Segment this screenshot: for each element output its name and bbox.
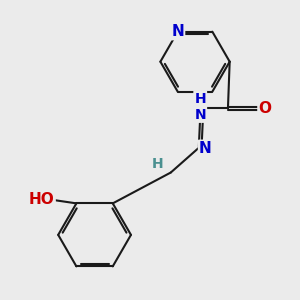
Text: H
N: H N	[194, 92, 206, 122]
Text: HO: HO	[29, 192, 55, 207]
Text: H: H	[152, 157, 164, 171]
Text: N: N	[199, 141, 212, 156]
Text: N: N	[171, 24, 184, 39]
Text: O: O	[259, 101, 272, 116]
